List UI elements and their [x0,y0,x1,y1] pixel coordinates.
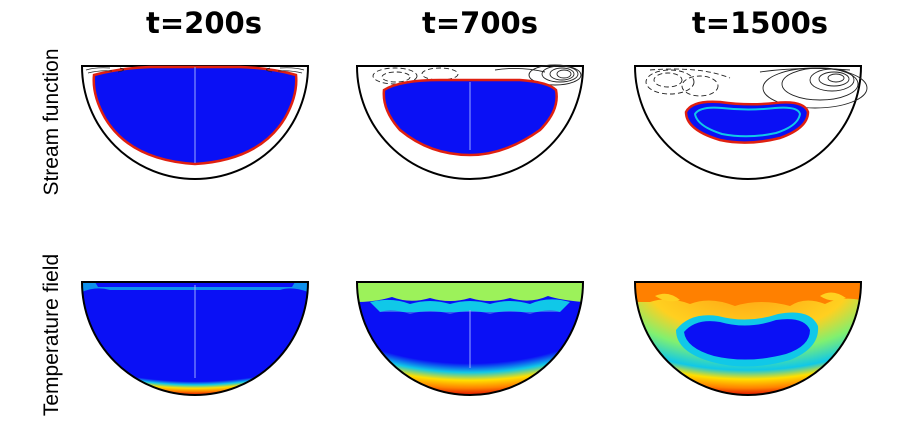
column-title-700s: t=700s [422,6,538,40]
stream-panel-700s [355,64,585,180]
temperature-panel-200s [80,281,310,396]
stream-panel-200s [80,65,310,180]
column-title-1500s: t=1500s [691,6,829,40]
stream-panel-1500s [633,65,868,180]
temperature-panel-1500s [633,281,863,396]
column-title-200s: t=200s [146,6,262,40]
temperature-panel-700s [355,281,585,396]
